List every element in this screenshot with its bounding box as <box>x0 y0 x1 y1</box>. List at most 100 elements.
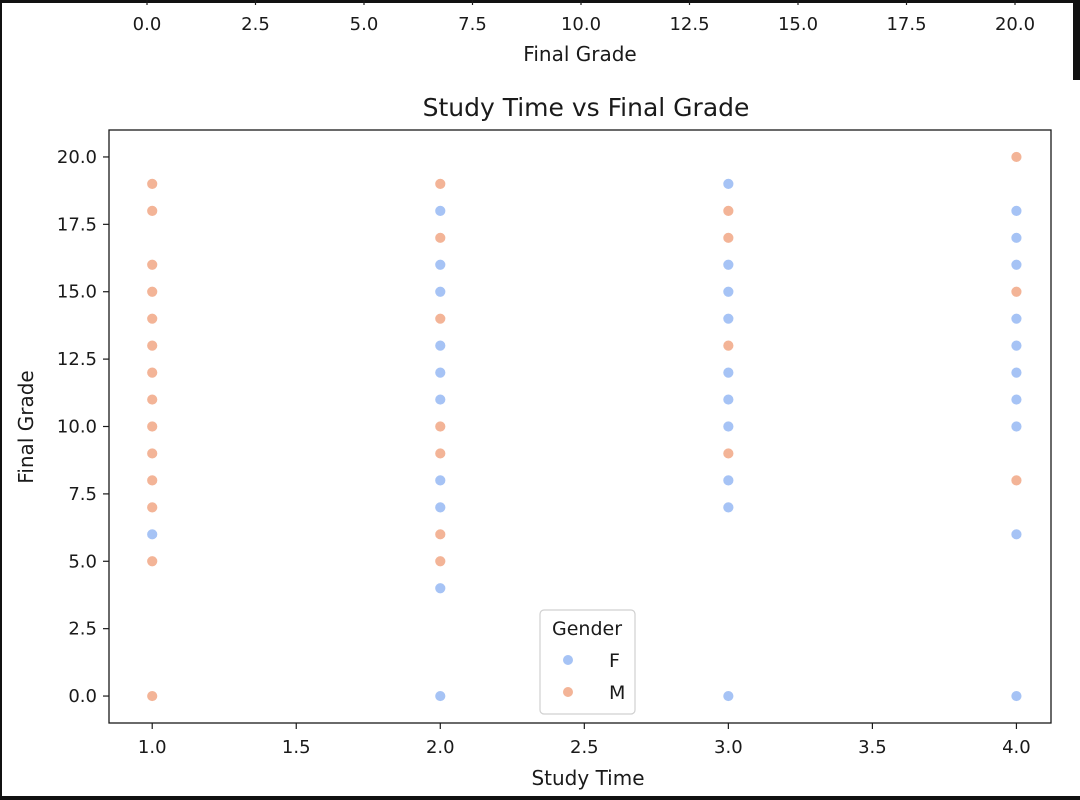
scatter-point-f <box>434 474 447 487</box>
previous-chart-x-axis: 0.0 2.5 5.0 7.5 10.0 12.5 15.0 17.5 20.0 <box>133 0 1035 35</box>
x-tick-label: 1.0 <box>138 737 167 758</box>
scatter-point-m <box>146 690 159 702</box>
scatter-point-f <box>1010 258 1023 271</box>
scatter-point-f <box>1010 366 1023 379</box>
scatter-point-m <box>146 285 159 298</box>
y-axis-ticks: 0.0 2.5 5.0 7.5 10.0 12.5 15.0 17.5 20.0 <box>57 147 109 707</box>
previous-chart-x-tick-label: 10.0 <box>561 14 601 35</box>
legend-label-m: M <box>609 682 625 704</box>
y-tick-label: 0.0 <box>68 686 97 707</box>
legend-marker-m <box>562 686 574 698</box>
previous-chart-x-tick-label: 7.5 <box>458 14 487 35</box>
x-tick-label: 1.5 <box>282 737 311 758</box>
scatter-point-m <box>434 555 447 568</box>
scatter-point-f <box>434 258 447 271</box>
scatter-point-f <box>722 393 735 406</box>
x-tick-label: 4.0 <box>1002 737 1031 758</box>
scatter-point-m <box>146 178 159 190</box>
scatter-point-f <box>722 501 735 514</box>
top-border <box>0 0 1080 3</box>
scatter-point-m <box>434 420 447 433</box>
x-tick-label: 3.0 <box>714 737 743 758</box>
scatter-point-f <box>434 582 447 595</box>
scatter-point-m <box>146 420 159 433</box>
x-axis-label: Study Time <box>531 766 644 790</box>
y-tick-label: 10.0 <box>57 417 97 438</box>
scatter-point-m <box>722 339 735 352</box>
scatter-point-f <box>434 366 447 379</box>
x-axis-ticks: 1.0 1.5 2.0 2.5 3.0 3.5 4.0 <box>138 723 1031 758</box>
scatter-point-m <box>722 204 735 217</box>
scatter-point-m <box>434 447 447 460</box>
scatter-point-f <box>722 690 735 702</box>
previous-chart-x-tick-label: 5.0 <box>350 14 379 35</box>
scatter-point-m <box>146 258 159 271</box>
previous-chart-x-tick-label: 0.0 <box>133 14 162 35</box>
scatter-point-m <box>146 474 159 487</box>
y-tick-label: 17.5 <box>57 214 97 235</box>
x-tick-label: 2.0 <box>426 737 455 758</box>
y-tick-label: 15.0 <box>57 282 97 303</box>
scatter-point-m <box>146 366 159 379</box>
chart-title: Study Time vs Final Grade <box>423 93 750 122</box>
right-scroll-edge <box>1073 0 1080 80</box>
scatter-point-m <box>434 231 447 244</box>
scatter-point-m <box>434 528 447 541</box>
legend-label-f: F <box>609 650 620 672</box>
scatter-point-f <box>1010 393 1023 406</box>
scatter-point-m <box>146 447 159 460</box>
scatter-point-f <box>722 178 735 190</box>
scatter-point-f <box>1010 420 1023 433</box>
scatter-point-m <box>146 393 159 406</box>
scatter-point-m <box>722 231 735 244</box>
legend-marker-f <box>562 654 574 666</box>
previous-chart-x-tick-label: 20.0 <box>995 14 1035 35</box>
scatter-point-f <box>722 366 735 379</box>
scatter-points <box>146 151 1023 702</box>
scatter-point-f <box>434 690 447 702</box>
scatter-point-m <box>1010 474 1023 487</box>
x-tick-label: 3.5 <box>858 737 887 758</box>
scatter-point-m <box>146 555 159 568</box>
scatter-point-m <box>434 178 447 190</box>
scatter-point-f <box>434 393 447 406</box>
y-tick-label: 20.0 <box>57 147 97 168</box>
scatter-point-f <box>434 339 447 352</box>
scatter-point-m <box>146 339 159 352</box>
legend: Gender F M <box>539 609 636 715</box>
bottom-border <box>0 796 1080 800</box>
previous-chart-x-tick-label: 17.5 <box>886 14 926 35</box>
scatter-point-m <box>722 447 735 460</box>
scatter-point-f <box>1010 528 1023 541</box>
y-tick-label: 7.5 <box>68 484 97 505</box>
scatter-point-f <box>722 285 735 298</box>
scatter-point-f <box>1010 312 1023 325</box>
scatter-point-f <box>1010 204 1023 217</box>
scatter-point-f <box>1010 339 1023 352</box>
scatter-point-m <box>146 312 159 325</box>
scatter-point-m <box>434 312 447 325</box>
scatter-point-f <box>146 528 159 541</box>
left-border <box>0 0 2 800</box>
scatter-point-f <box>722 474 735 487</box>
scatter-point-m <box>146 501 159 514</box>
previous-chart-x-tick-label: 15.0 <box>778 14 818 35</box>
previous-chart-x-tick-label: 2.5 <box>241 14 270 35</box>
x-tick-label: 2.5 <box>570 737 599 758</box>
scatter-point-f <box>1010 690 1023 702</box>
y-axis-label: Final Grade <box>14 370 38 483</box>
scatter-point-m <box>146 204 159 217</box>
y-tick-label: 12.5 <box>57 349 97 370</box>
scatter-point-f <box>434 501 447 514</box>
y-tick-label: 5.0 <box>68 551 97 572</box>
scatter-point-f <box>722 312 735 325</box>
legend-title: Gender <box>552 618 622 640</box>
scatter-point-f <box>722 258 735 271</box>
scatter-point-m <box>1010 151 1023 163</box>
scatter-point-f <box>722 420 735 433</box>
previous-chart-x-axis-label: Final Grade <box>523 42 636 66</box>
scatter-point-m <box>1010 285 1023 298</box>
y-tick-label: 2.5 <box>68 619 97 640</box>
previous-chart-x-tick-label: 12.5 <box>669 14 709 35</box>
